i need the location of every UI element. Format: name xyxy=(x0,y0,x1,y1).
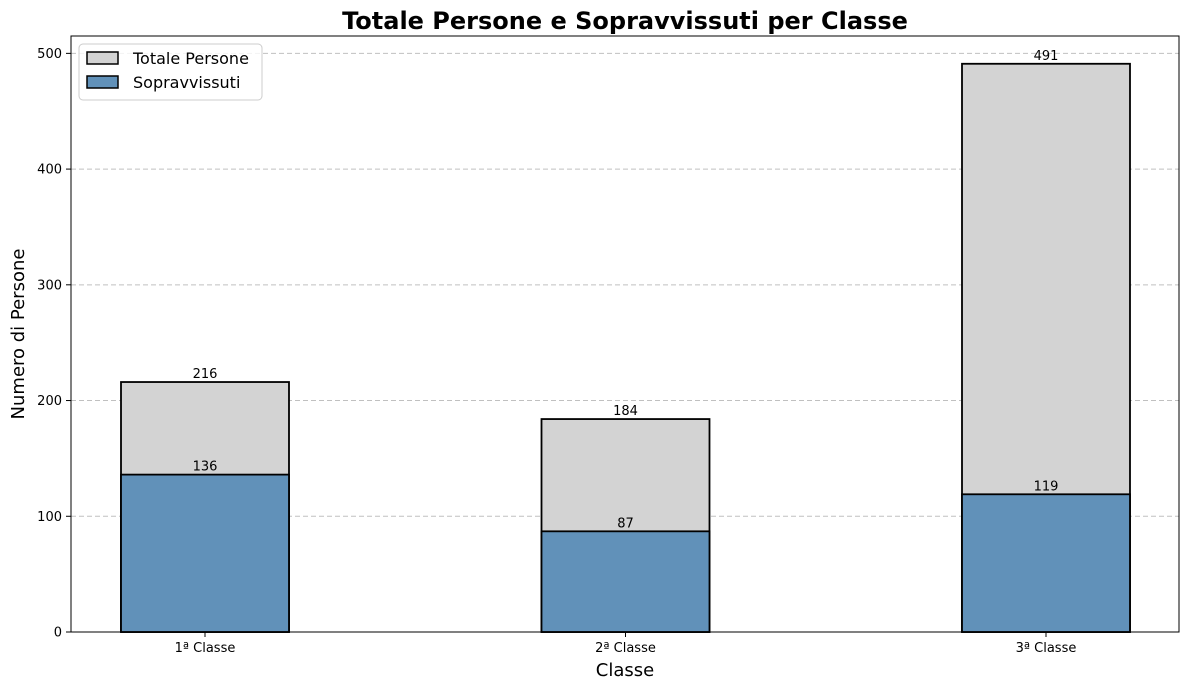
data-label: 136 xyxy=(193,460,218,475)
data-label: 119 xyxy=(1034,479,1059,494)
x-tick-label: 2ª Classe xyxy=(595,641,656,656)
data-label: 87 xyxy=(617,516,634,531)
legend-box xyxy=(78,43,263,101)
y-tick-label: 300 xyxy=(37,278,62,293)
legend: Totale Persone Sopravvissuti xyxy=(78,43,263,101)
data-labels-group: 216 184 491 136 87 119 xyxy=(193,49,1059,532)
bar-sopravvissuti xyxy=(961,493,1131,633)
legend-swatch-sopravvissuti xyxy=(86,75,119,89)
y-axis-label: Numero di Persone xyxy=(8,249,29,420)
x-tick-label: 1ª Classe xyxy=(175,641,236,656)
y-tick-label: 0 xyxy=(54,626,62,641)
chart-title: Totale Persone e Sopravvissuti per Class… xyxy=(342,7,908,35)
data-label: 184 xyxy=(613,404,638,419)
bar-sopravvissuti xyxy=(540,530,711,633)
x-tick-label: 3ª Classe xyxy=(1016,641,1077,656)
legend-label-sopravvissuti: Sopravvissuti xyxy=(133,73,240,92)
y-tick-label: 400 xyxy=(37,163,62,178)
x-axis-label: Classe xyxy=(596,660,654,681)
bar-sopravvissuti xyxy=(120,473,290,633)
bars-group xyxy=(120,62,1131,633)
y-tick-label: 100 xyxy=(37,510,62,525)
y-axis-ticks: 0 100 200 300 400 500 xyxy=(37,47,71,641)
x-axis-ticks: 1ª Classe 2ª Classe 3ª Classe xyxy=(175,632,1077,656)
y-tick-label: 500 xyxy=(37,47,62,62)
data-label: 491 xyxy=(1034,49,1059,64)
data-label: 216 xyxy=(193,367,218,382)
legend-swatch-totale xyxy=(86,51,119,65)
y-tick-label: 200 xyxy=(37,394,62,409)
legend-label-totale: Totale Persone xyxy=(132,49,249,68)
